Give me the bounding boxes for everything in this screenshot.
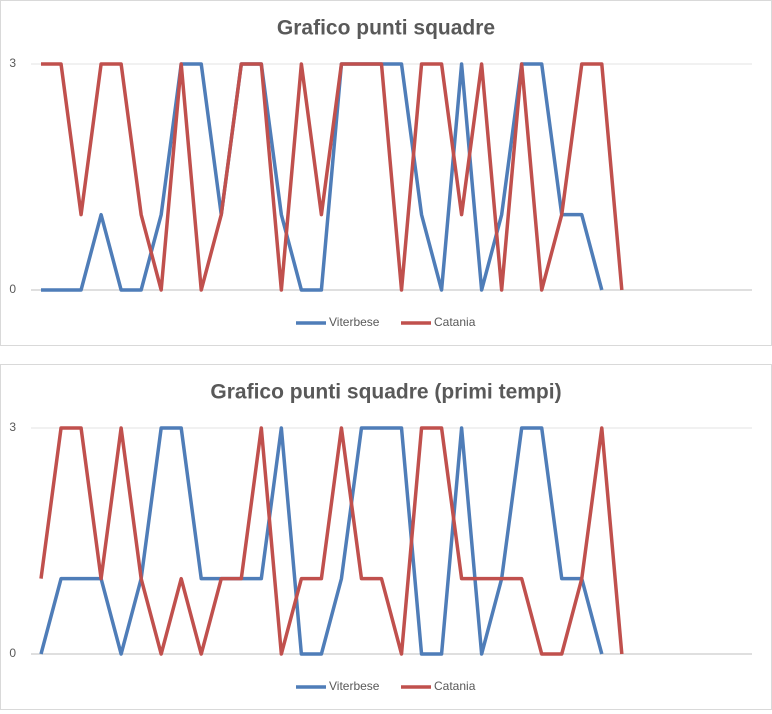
chart-box: Grafico punti squadre (primi tempi) 0 3 Vit…: [0, 364, 772, 710]
chart-title: Grafico punti squadre: [277, 17, 495, 40]
legend-label: Viterbese: [329, 679, 380, 693]
chart-title: Grafico punti squadre (primi tempi): [210, 381, 561, 404]
legend-label: Viterbese: [329, 315, 380, 329]
y-tick-label: 3: [9, 56, 16, 70]
chart: Grafico punti squadre (primi tempi) 0 3 Vit…: [9, 381, 752, 693]
series-line: [41, 62, 604, 292]
y-tick-label: 3: [9, 420, 16, 434]
series-line: [39, 426, 624, 656]
chart: Grafico punti squadre 0 3 Viterbese Catania: [9, 17, 752, 329]
series-line: [39, 426, 604, 656]
legend-label: Catania: [434, 679, 476, 693]
series-line: [41, 62, 624, 292]
y-tick-label: 0: [9, 282, 16, 296]
y-tick-label: 0: [9, 646, 16, 660]
chart-box: Grafico punti squadre 0 3 Viterbese Catania: [0, 0, 772, 346]
legend-label: Catania: [434, 315, 476, 329]
